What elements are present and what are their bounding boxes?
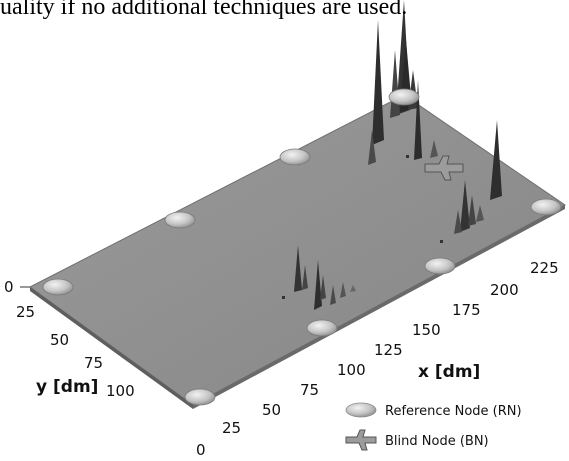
x-tick-label: 225 [530,259,559,277]
y-tick-label: 50 [50,331,69,349]
x-tick-label: 175 [452,301,481,319]
y-tick-label: 100 [106,382,135,400]
peak-dot [282,296,285,299]
blind-node-shape [424,155,464,181]
reference-node [306,319,338,337]
peak [314,260,322,310]
blind-node-legend-label: Blind Node (BN) [385,434,489,449]
reference-node [388,88,420,106]
y-axis-title: y [dm] [36,377,98,397]
reference-nodes [42,88,562,406]
reference-node-legend-label: Reference Node (RN) [385,404,522,419]
peak [476,205,484,222]
reference-node [184,388,216,406]
x-tick-label: 125 [374,341,403,359]
x-tick-label: 25 [222,419,241,437]
x-tick-labels: 0 25 50 75 100 125 150 175 200 225 [196,259,559,459]
peak [490,120,502,200]
blind-node-marker [424,155,464,181]
legend: Reference Node (RN) Blind Node (BN) [345,402,522,451]
peak [340,282,346,298]
reference-node [42,278,74,296]
peak-group-right [454,120,502,234]
peak [330,285,336,305]
peak [368,130,376,165]
peak-group-center [282,155,443,310]
x-tick-label: 100 [337,361,366,379]
x-tick-label: 0 [196,441,206,456]
peak [302,265,308,290]
blind-node-legend-shape [345,429,377,451]
peak [320,275,326,300]
y-tick-label: 75 [84,354,103,372]
x-tick-label: 50 [262,401,281,419]
peak [294,245,302,292]
blind-node-legend-icon [345,429,377,451]
peak-dot [406,155,409,158]
plane-edge-front [30,287,193,409]
x-tick-label: 75 [300,381,319,399]
plane-edge-right [193,205,565,409]
reference-node [279,148,311,166]
x-axis-title: x [dm] [418,362,480,382]
peak [460,180,470,232]
peak-dot [440,240,443,243]
caption-text: uality if no additional techniques are u… [0,0,408,20]
peak [372,20,384,145]
reference-node [424,257,456,275]
reference-node [164,211,196,229]
y-tick-label: 25 [16,303,35,321]
x-tick-label: 200 [490,281,519,299]
peak [454,210,462,234]
peak [350,285,356,292]
peak [468,195,476,226]
reference-node-legend-icon [345,402,377,418]
x-tick-label: 150 [412,321,441,339]
reference-node [530,198,562,216]
peak [414,80,422,160]
z-tick-label: 0 [4,278,14,296]
peak [430,140,438,158]
